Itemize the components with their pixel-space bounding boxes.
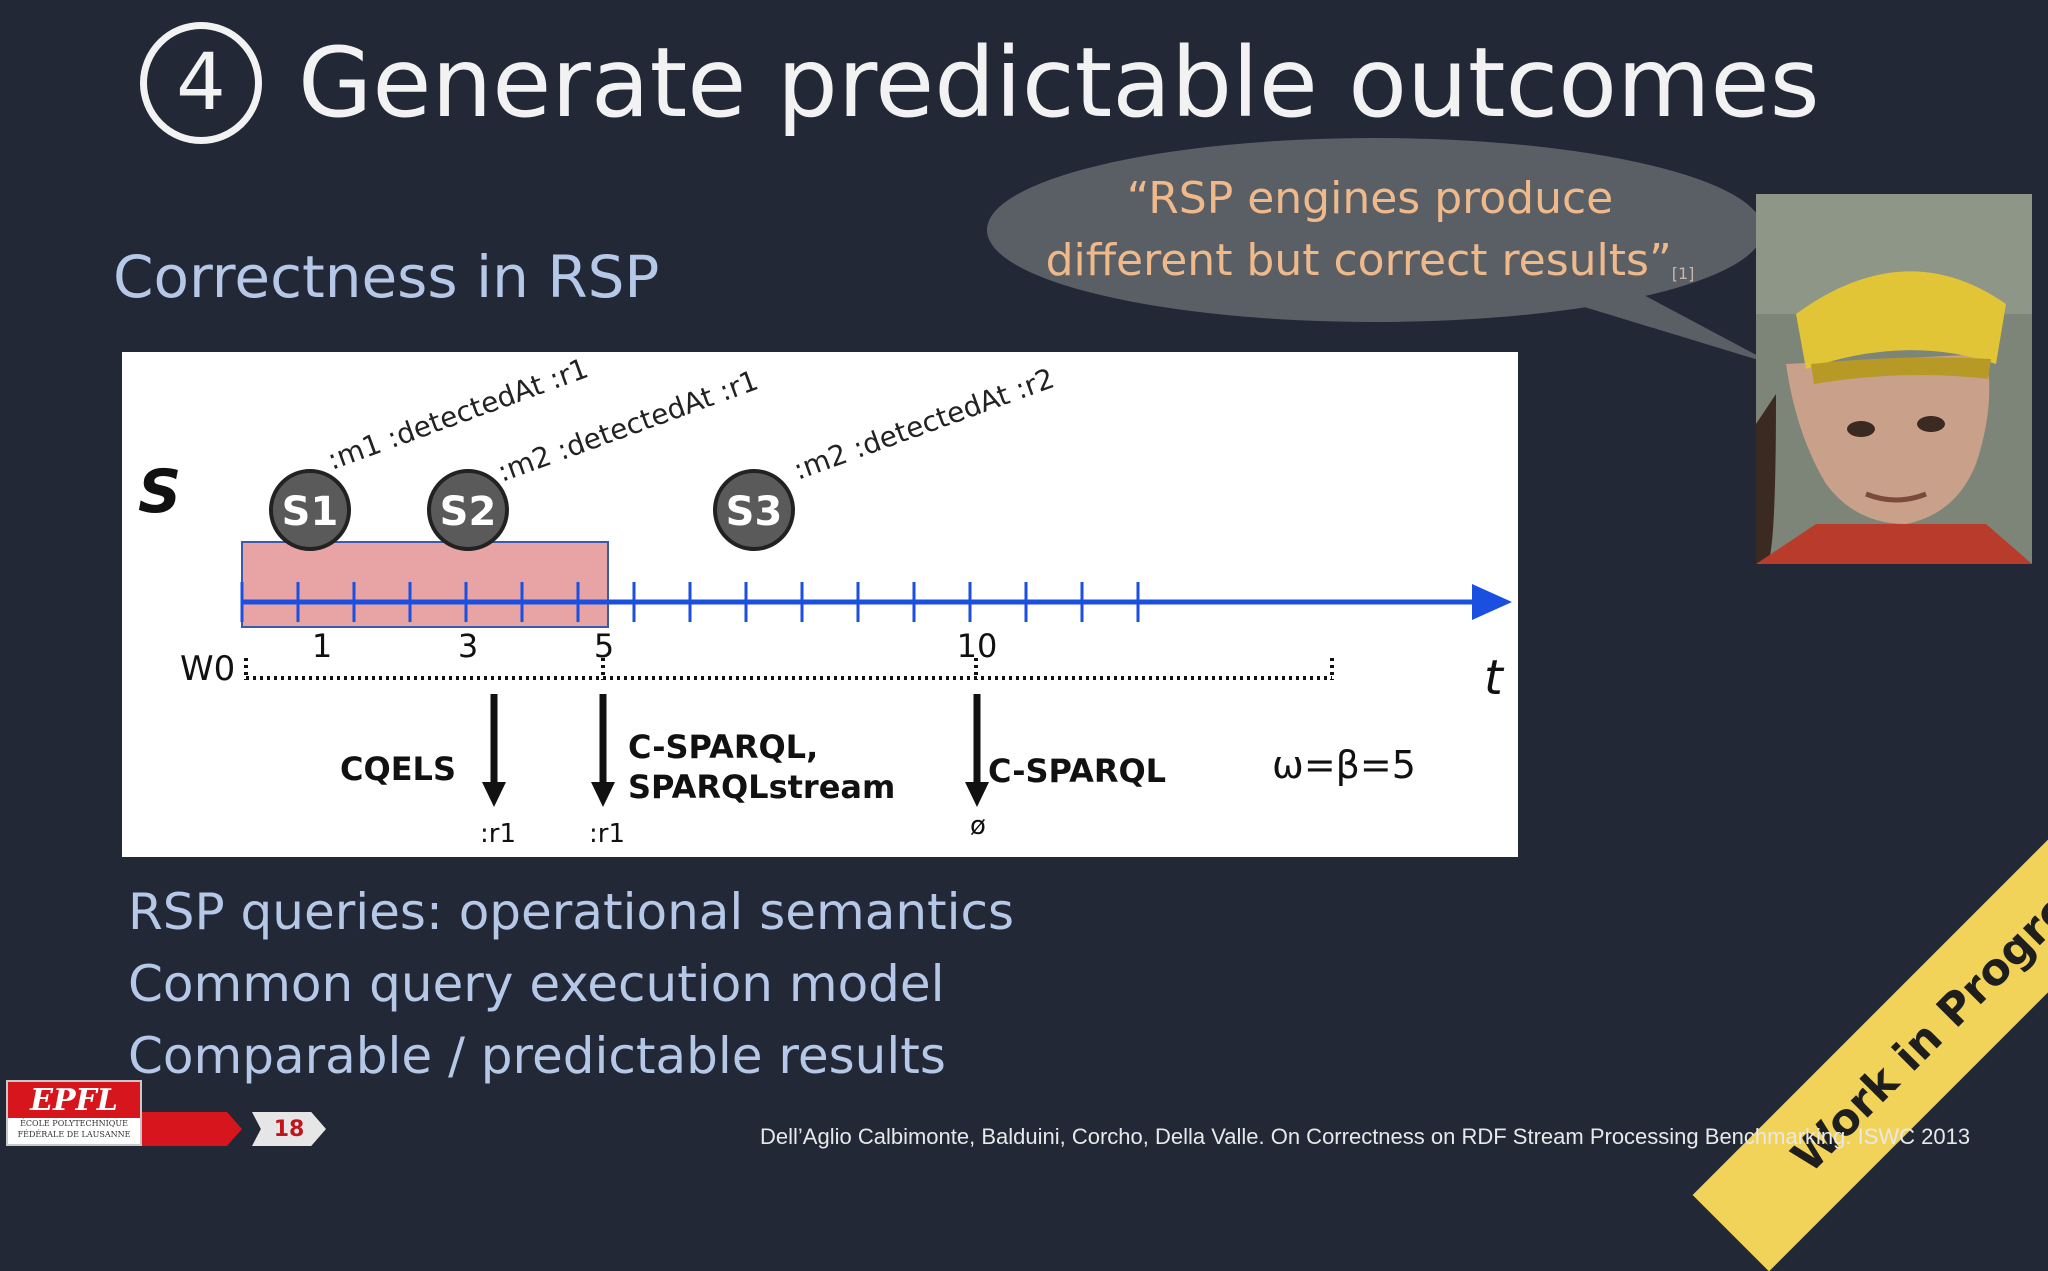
logo-sub-line: ÉCOLE POLYTECHNIQUE xyxy=(20,1119,128,1128)
output-result: :r1 xyxy=(589,819,625,849)
page-number: 18 xyxy=(252,1112,326,1146)
tick-marks xyxy=(240,582,1140,622)
time-label: t xyxy=(1484,650,1505,706)
bullet-item: RSP queries: operational semantics xyxy=(128,883,1015,941)
output-result: :r1 xyxy=(480,819,516,849)
quote-text: “RSP engines produce different but corre… xyxy=(1030,168,1710,305)
citation: Dell’Aglio Calbimonte, Balduini, Corcho,… xyxy=(760,1124,1971,1149)
title-text: Generate predictable outcomes xyxy=(298,27,1820,139)
output-engine: C-SPARQL, xyxy=(628,728,818,766)
footer-arrow xyxy=(142,1112,242,1146)
speaker-photo xyxy=(1756,194,2032,564)
bullet-item: Comparable / predictable results xyxy=(128,1027,946,1085)
logo-subtitle: ÉCOLE POLYTECHNIQUE FÉDÉRALE DE LAUSANNE xyxy=(8,1118,140,1140)
slide-title: 4 Generate predictable outcomes xyxy=(140,22,1820,144)
step-number-badge: 4 xyxy=(140,22,262,144)
window-params: ω=β=5 xyxy=(1272,743,1416,787)
section-subtitle: Correctness in RSP xyxy=(113,243,660,311)
window-rect xyxy=(241,541,609,628)
bullet-item: Common query execution model xyxy=(128,955,945,1013)
logo-mark: EPFL xyxy=(8,1082,140,1118)
bullet-list: RSP queries: operational semantics Commo… xyxy=(128,876,1014,1092)
window-diagram: S S1 :m1 :detectedAt :r1 S2 :m2 :detecte… xyxy=(122,352,1518,857)
output-engine-2: SPARQLstream xyxy=(628,768,895,806)
tick-label: 5 xyxy=(594,627,614,665)
output-result: ø xyxy=(970,811,986,841)
work-in-progress-ribbon: Work in Progress xyxy=(1692,756,2048,1271)
quote-content: “RSP engines produce different but corre… xyxy=(1045,173,1672,286)
window-label: W0 xyxy=(180,649,235,689)
quote-reference: [1] xyxy=(1671,264,1695,283)
event-label: S1 xyxy=(282,489,339,535)
event-s3: S3 :m2 :detectedAt :r2 xyxy=(713,362,1059,551)
tick-label: 1 xyxy=(312,627,332,665)
event-triple: :m2 :detectedAt :r2 xyxy=(789,362,1058,487)
logo-sub-line: FÉDÉRALE DE LAUSANNE xyxy=(17,1130,131,1139)
output-engine: CQELS xyxy=(340,750,456,788)
tick-label: 3 xyxy=(458,627,478,665)
stream-label: S xyxy=(138,457,181,527)
event-label: S3 xyxy=(726,489,783,535)
event-label: S2 xyxy=(440,489,497,535)
speech-bubble xyxy=(987,138,1765,362)
output-engine: C-SPARQL xyxy=(988,752,1166,790)
epfl-logo: EPFL ÉCOLE POLYTECHNIQUE FÉDÉRALE DE LAU… xyxy=(6,1080,142,1146)
